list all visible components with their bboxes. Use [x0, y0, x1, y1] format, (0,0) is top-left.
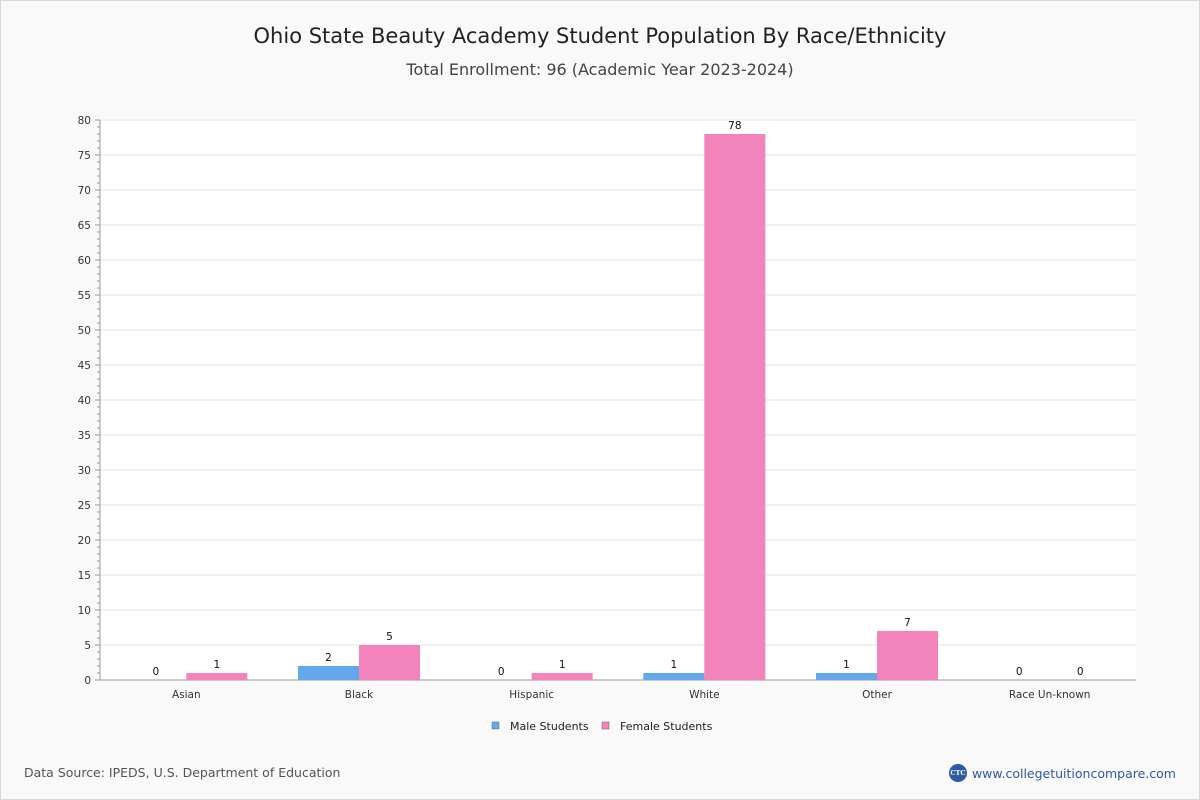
x-tick-label: Race Un-known — [1009, 689, 1091, 701]
data-label: 0 — [1077, 666, 1084, 678]
data-label: 0 — [1016, 666, 1023, 678]
data-label: 0 — [498, 666, 505, 678]
y-tick-label: 15 — [78, 570, 91, 582]
x-tick-label: Black — [345, 689, 374, 701]
chart-subtitle: Total Enrollment: 96 (Academic Year 2023… — [406, 60, 794, 79]
data-label: 5 — [386, 631, 393, 643]
y-tick-label: 80 — [78, 115, 91, 127]
y-tick-label: 30 — [78, 465, 91, 477]
y-tick-label: 45 — [78, 360, 91, 372]
chart-title: Ohio State Beauty Academy Student Popula… — [253, 24, 947, 48]
legend-female-label: Female Students — [620, 720, 713, 733]
y-tick-label: 20 — [78, 535, 91, 547]
y-tick-label: 50 — [78, 325, 91, 337]
female-bar-other — [877, 631, 938, 680]
y-tick-label: 55 — [78, 290, 91, 302]
data-source: Data Source: IPEDS, U.S. Department of E… — [24, 765, 341, 780]
female-bar-white — [704, 134, 766, 680]
legend-male-swatch — [491, 721, 500, 730]
data-label: 1 — [213, 659, 220, 671]
y-tick-label: 75 — [78, 150, 91, 162]
y-tick-label: 25 — [78, 500, 91, 512]
legend-female-swatch — [601, 721, 610, 730]
female-bar-asian — [186, 673, 248, 680]
y-tick-label: 10 — [78, 605, 91, 617]
x-tick-label: Other — [862, 689, 892, 701]
y-tick-label: 0 — [84, 675, 91, 687]
male-bar-white — [643, 673, 705, 680]
x-tick-label: Asian — [172, 689, 201, 701]
data-label: 1 — [670, 659, 677, 671]
male-bar-other — [816, 673, 877, 680]
x-tick-label: White — [689, 689, 720, 701]
ctc-logo-icon: CTC — [948, 764, 967, 782]
data-label: 2 — [325, 652, 332, 664]
female-bar-hispanic — [531, 673, 593, 680]
data-label: 1 — [559, 659, 566, 671]
data-label: 0 — [152, 666, 159, 678]
y-tick-label: 60 — [78, 255, 91, 267]
legend-male-label: Male Students — [510, 720, 589, 733]
male-bar-black — [298, 666, 359, 680]
y-tick-label: 70 — [78, 185, 91, 197]
data-label: 78 — [728, 120, 741, 132]
brand-url: www.collegetuitioncompare.com — [971, 765, 1176, 781]
y-tick-label: 5 — [84, 640, 91, 652]
y-tick-label: 40 — [78, 395, 91, 407]
y-tick-label: 35 — [78, 430, 91, 442]
brand-link[interactable]: CTC www.collegetuitioncompare.com — [948, 764, 1176, 782]
x-tick-label: Hispanic — [509, 689, 554, 701]
data-label: 7 — [904, 617, 911, 629]
data-label: 1 — [843, 659, 850, 671]
y-tick-label: 65 — [78, 220, 91, 232]
female-bar-black — [359, 645, 420, 680]
